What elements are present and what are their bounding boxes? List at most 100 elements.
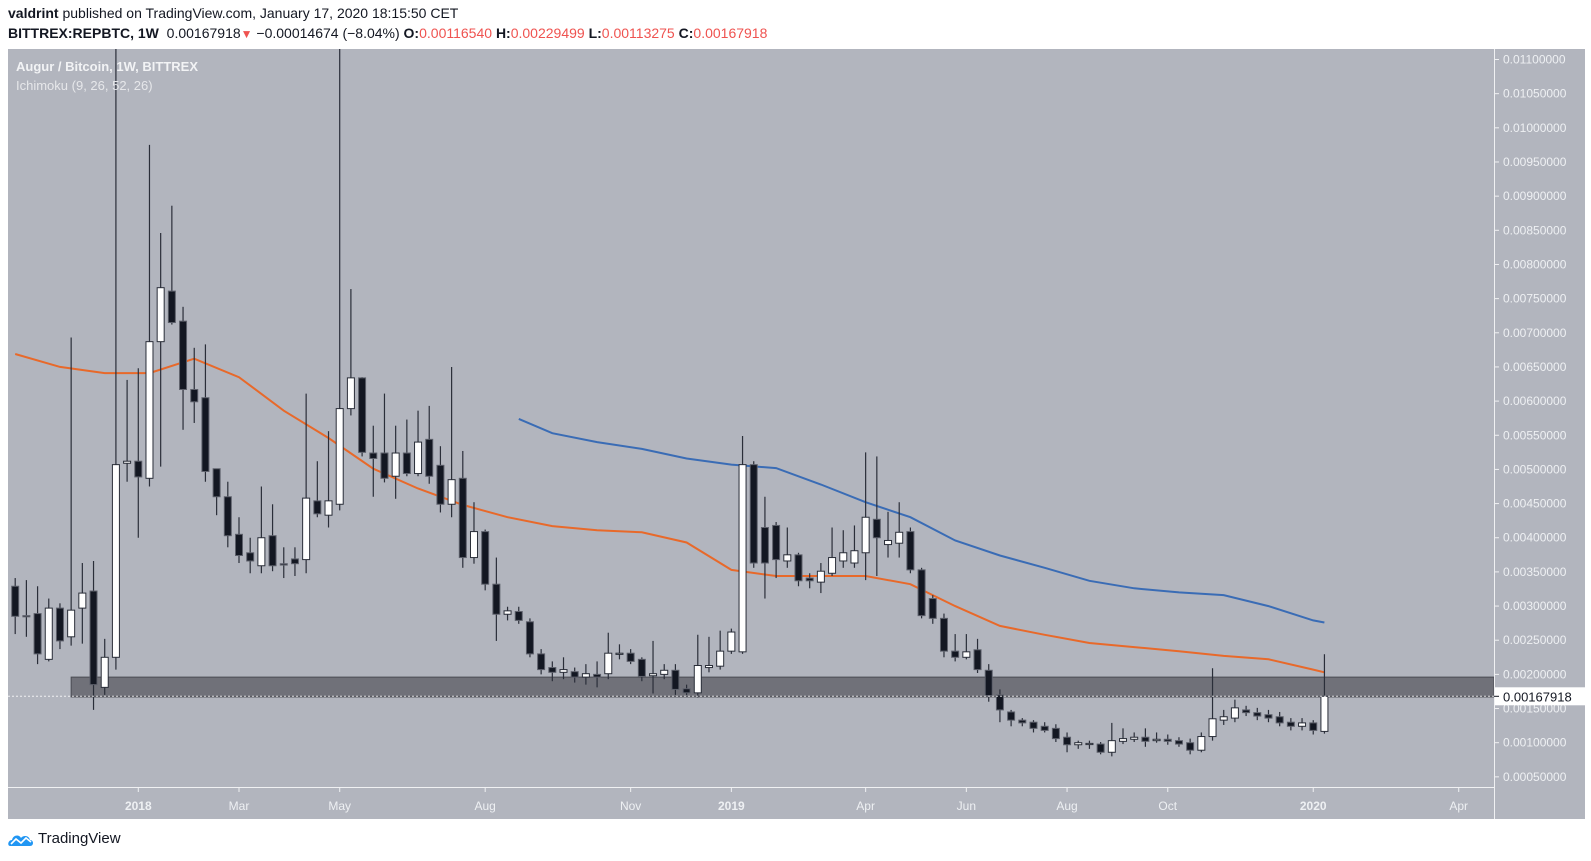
candle[interactable]: [861, 452, 870, 581]
candle[interactable]: [436, 446, 445, 513]
candle[interactable]: [783, 527, 792, 568]
candle[interactable]: [951, 634, 960, 662]
indicator-label[interactable]: Ichimoku (9, 26, 52, 26): [16, 78, 153, 93]
candle[interactable]: [167, 205, 176, 325]
candle[interactable]: [525, 618, 534, 658]
candle[interactable]: [447, 366, 456, 518]
support-zone[interactable]: [70, 676, 1494, 698]
candle[interactable]: [391, 425, 400, 499]
candle[interactable]: [290, 547, 299, 576]
candle[interactable]: [917, 567, 926, 619]
candle[interactable]: [1085, 740, 1094, 749]
candle[interactable]: [1174, 737, 1183, 747]
candle[interactable]: [1018, 718, 1027, 727]
candle[interactable]: [335, 0, 344, 511]
candle[interactable]: [604, 632, 613, 680]
candle[interactable]: [637, 657, 646, 682]
candle[interactable]: [313, 461, 322, 518]
candle[interactable]: [414, 410, 423, 477]
candle[interactable]: [11, 578, 20, 635]
candle[interactable]: [492, 557, 501, 641]
candle[interactable]: [458, 450, 467, 568]
candle[interactable]: [67, 337, 76, 646]
candle[interactable]: [402, 419, 411, 477]
candle[interactable]: [1242, 705, 1251, 717]
candle[interactable]: [805, 573, 814, 589]
candle[interactable]: [156, 233, 165, 467]
candle[interactable]: [1275, 711, 1284, 727]
candle[interactable]: [179, 306, 188, 430]
candle[interactable]: [660, 664, 669, 680]
candle[interactable]: [1230, 699, 1239, 723]
candle[interactable]: [246, 537, 255, 574]
candle[interactable]: [380, 393, 389, 483]
candle[interactable]: [1298, 718, 1307, 731]
candle[interactable]: [257, 486, 266, 574]
candle[interactable]: [1264, 709, 1273, 723]
candle[interactable]: [749, 461, 758, 568]
candle[interactable]: [1130, 732, 1139, 743]
candle[interactable]: [1208, 668, 1217, 741]
candle[interactable]: [995, 689, 1004, 723]
candle[interactable]: [693, 634, 702, 698]
candle[interactable]: [839, 530, 848, 568]
candle[interactable]: [1152, 732, 1161, 743]
candle[interactable]: [481, 529, 490, 591]
candle[interactable]: [1219, 709, 1228, 725]
candle[interactable]: [212, 468, 221, 516]
candle[interactable]: [44, 598, 53, 662]
candle[interactable]: [100, 638, 109, 695]
candle[interactable]: [682, 684, 691, 695]
candle[interactable]: [548, 661, 557, 682]
candle[interactable]: [738, 435, 747, 654]
candle[interactable]: [78, 563, 87, 644]
candle[interactable]: [369, 425, 378, 497]
candle[interactable]: [593, 661, 602, 688]
candle[interactable]: [581, 664, 590, 685]
candle[interactable]: [1007, 709, 1016, 727]
candle[interactable]: [22, 580, 31, 637]
candle[interactable]: [324, 431, 333, 528]
candle[interactable]: [111, 0, 120, 670]
candle[interactable]: [1051, 724, 1060, 743]
candle[interactable]: [727, 628, 736, 654]
candle[interactable]: [973, 638, 982, 674]
candle[interactable]: [358, 377, 367, 457]
candle[interactable]: [1063, 732, 1072, 753]
candle[interactable]: [649, 640, 658, 694]
candle[interactable]: [425, 405, 434, 484]
candle[interactable]: [279, 547, 288, 579]
candle[interactable]: [626, 649, 635, 665]
candle[interactable]: [716, 630, 725, 670]
time-axis[interactable]: [8, 787, 1494, 819]
candle[interactable]: [906, 527, 915, 574]
candle[interactable]: [89, 560, 98, 710]
tradingview-logo[interactable]: TradingView: [8, 830, 121, 847]
candle[interactable]: [704, 636, 713, 673]
candle[interactable]: [145, 144, 154, 487]
candle[interactable]: [1119, 728, 1128, 745]
candle[interactable]: [939, 613, 948, 658]
candle[interactable]: [1253, 707, 1262, 721]
candle[interactable]: [33, 586, 42, 665]
candle[interactable]: [984, 664, 993, 702]
candle[interactable]: [962, 634, 971, 660]
author-name[interactable]: valdrint: [8, 5, 59, 21]
candle[interactable]: [872, 456, 881, 576]
candle[interactable]: [514, 606, 523, 624]
candle[interactable]: [1074, 740, 1083, 749]
candle[interactable]: [1186, 738, 1195, 755]
candle[interactable]: [1040, 722, 1049, 733]
candle[interactable]: [55, 603, 64, 650]
candle[interactable]: [1096, 742, 1105, 755]
candle[interactable]: [302, 393, 311, 574]
candle[interactable]: [760, 496, 769, 599]
candle[interactable]: [615, 644, 624, 660]
candle[interactable]: [772, 522, 781, 579]
candle[interactable]: [537, 649, 546, 675]
candle[interactable]: [123, 379, 132, 482]
candle[interactable]: [928, 595, 937, 624]
candle[interactable]: [190, 347, 199, 423]
candle[interactable]: [828, 527, 837, 576]
